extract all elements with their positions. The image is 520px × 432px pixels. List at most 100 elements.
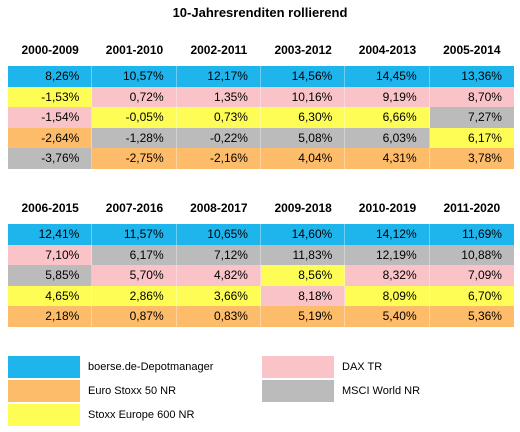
period-header: 2003-2012 xyxy=(274,43,332,57)
return-cell: 14,60% xyxy=(260,224,346,245)
return-cell: 11,57% xyxy=(92,224,177,245)
return-cell: 8,26% xyxy=(8,66,93,87)
return-cell: 4,65% xyxy=(8,285,93,307)
period-header: 2002-2011 xyxy=(190,43,248,57)
return-cell: 8,56% xyxy=(260,265,346,286)
rank-row: -2,64% -1,28% -0,22% 5,08% 6,03% 6,17% xyxy=(8,127,514,149)
return-cell: 0,83% xyxy=(176,306,261,327)
return-cell: 11,69% xyxy=(429,224,514,245)
legend-label: Stoxx Europe 600 NR xyxy=(88,409,195,421)
return-cell: 6,30% xyxy=(260,107,346,128)
return-cell: -2,16% xyxy=(176,148,261,169)
period-header: 2006-2015 xyxy=(21,201,79,215)
return-cell: 12,17% xyxy=(176,66,261,87)
return-cell: 10,16% xyxy=(260,86,346,108)
period-header: 2000-2009 xyxy=(21,43,79,57)
legend-label: Euro Stoxx 50 NR xyxy=(88,385,177,397)
return-cell: 4,82% xyxy=(176,265,261,286)
return-cell: 3,66% xyxy=(176,285,261,307)
return-cell: 7,10% xyxy=(8,244,93,266)
return-cell: -2,64% xyxy=(8,127,93,149)
rank-row: 8,26% 10,57% 12,17% 14,56% 14,45% 13,36% xyxy=(8,66,514,87)
return-cell: -3,76% xyxy=(8,148,93,169)
rank-row: -3,76% -2,75% -2,16% 4,04% 4,31% 3,78% xyxy=(8,148,514,169)
return-cell: 7,12% xyxy=(176,244,261,266)
period-header: 2011-2020 xyxy=(443,201,501,215)
return-cell: 14,12% xyxy=(345,224,430,245)
period-header: 2001-2010 xyxy=(105,43,164,57)
return-cell: 10,57% xyxy=(92,66,177,87)
chart-title: 10-Jahresrenditen rollierend xyxy=(172,5,348,20)
return-cell: -1,28% xyxy=(92,127,177,149)
return-cell: -0,22% xyxy=(176,127,261,149)
return-cell: 4,04% xyxy=(260,148,346,169)
return-cell: 5,19% xyxy=(260,306,346,327)
return-cell: 12,41% xyxy=(8,224,93,245)
legend-item: Euro Stoxx 50 NR xyxy=(8,380,176,402)
return-cell: -1,54% xyxy=(8,107,93,128)
return-cell: 5,40% xyxy=(345,306,430,327)
return-cell: 14,45% xyxy=(345,66,430,87)
return-cell: 12,19% xyxy=(345,244,430,266)
return-cell: 6,70% xyxy=(429,285,514,307)
legend-label: DAX TR xyxy=(342,361,383,373)
rank-row: 12,41% 11,57% 10,65% 14,60% 14,12% 11,69% xyxy=(8,224,514,245)
legend-item: MSCI World NR xyxy=(262,380,420,402)
return-cell: 8,70% xyxy=(429,86,514,108)
rank-row: -1,54% -0,05% 0,73% 6,30% 6,66% 7,27% xyxy=(8,107,514,128)
return-cell: 7,09% xyxy=(429,265,514,286)
return-cell: 8,18% xyxy=(260,285,346,307)
return-cell: 1,35% xyxy=(176,86,261,108)
period-header-row: 2000-2009 2001-2010 2002-2011 2003-2012 2004… xyxy=(8,40,514,60)
return-cell: 13,36% xyxy=(429,66,514,87)
return-cell: 0,87% xyxy=(92,306,177,327)
return-cell: 9,19% xyxy=(345,86,430,108)
rank-row: 7,10% 6,17% 7,12% 11,83% 12,19% 10,88% xyxy=(8,244,514,266)
return-cell: 8,09% xyxy=(345,285,430,307)
return-cell: 7,27% xyxy=(429,107,514,128)
legend-swatch xyxy=(262,380,334,402)
rank-row: 5,85% 5,70% 4,82% 8,56% 8,32% 7,09% xyxy=(8,265,514,286)
return-cell: 5,08% xyxy=(260,127,346,149)
return-cell: 0,72% xyxy=(92,86,177,108)
period-header: 2008-2017 xyxy=(190,201,248,215)
period-header: 2010-2019 xyxy=(358,201,417,215)
return-cell: 5,85% xyxy=(8,265,93,286)
return-cell: 5,36% xyxy=(429,306,514,327)
return-cell: -2,75% xyxy=(92,148,177,169)
legend-swatch xyxy=(8,404,80,426)
return-cell: 3,78% xyxy=(429,148,514,169)
return-cell: -1,53% xyxy=(8,86,93,108)
period-header: 2004-2013 xyxy=(358,43,417,57)
period-header: 2005-2014 xyxy=(443,43,501,57)
return-cell: 6,66% xyxy=(345,107,430,128)
return-cell: -0,05% xyxy=(92,107,177,128)
return-cell: 10,88% xyxy=(429,244,514,266)
rank-row: -1,53% 0,72% 1,35% 10,16% 9,19% 8,70% xyxy=(8,86,514,108)
return-cell: 2,86% xyxy=(92,285,177,307)
return-cell: 11,83% xyxy=(260,244,346,266)
return-cell: 10,65% xyxy=(176,224,261,245)
rank-row: 4,65% 2,86% 3,66% 8,18% 8,09% 6,70% xyxy=(8,285,514,307)
return-cell: 2,18% xyxy=(8,306,93,327)
return-cell: 8,32% xyxy=(345,265,430,286)
period-header-row: 2006-2015 2007-2016 2008-2017 2009-2018 2010… xyxy=(8,198,514,218)
rank-row: 2,18% 0,87% 0,83% 5,19% 5,40% 5,36% xyxy=(8,306,514,327)
return-cell: 6,03% xyxy=(345,127,430,149)
legend-swatch xyxy=(262,356,334,378)
return-cell: 6,17% xyxy=(429,127,514,149)
return-cell: 6,17% xyxy=(92,244,177,266)
legend-swatch xyxy=(8,380,80,402)
return-cell: 14,56% xyxy=(260,66,346,87)
return-cell: 4,31% xyxy=(345,148,430,169)
returns-block: 2000-2009 2001-2010 2002-2011 2003-2012 2004… xyxy=(8,40,514,169)
period-header: 2007-2016 xyxy=(105,201,164,215)
period-header: 2009-2018 xyxy=(274,201,332,215)
legend-swatch xyxy=(8,356,80,378)
legend-label: boerse.de-Depotmanager xyxy=(88,361,214,373)
returns-block: 2006-2015 2007-2016 2008-2017 2009-2018 2010… xyxy=(8,198,514,327)
legend-item: DAX TR xyxy=(262,356,382,378)
legend-item: Stoxx Europe 600 NR xyxy=(8,404,194,426)
return-cell: 0,73% xyxy=(176,107,261,128)
